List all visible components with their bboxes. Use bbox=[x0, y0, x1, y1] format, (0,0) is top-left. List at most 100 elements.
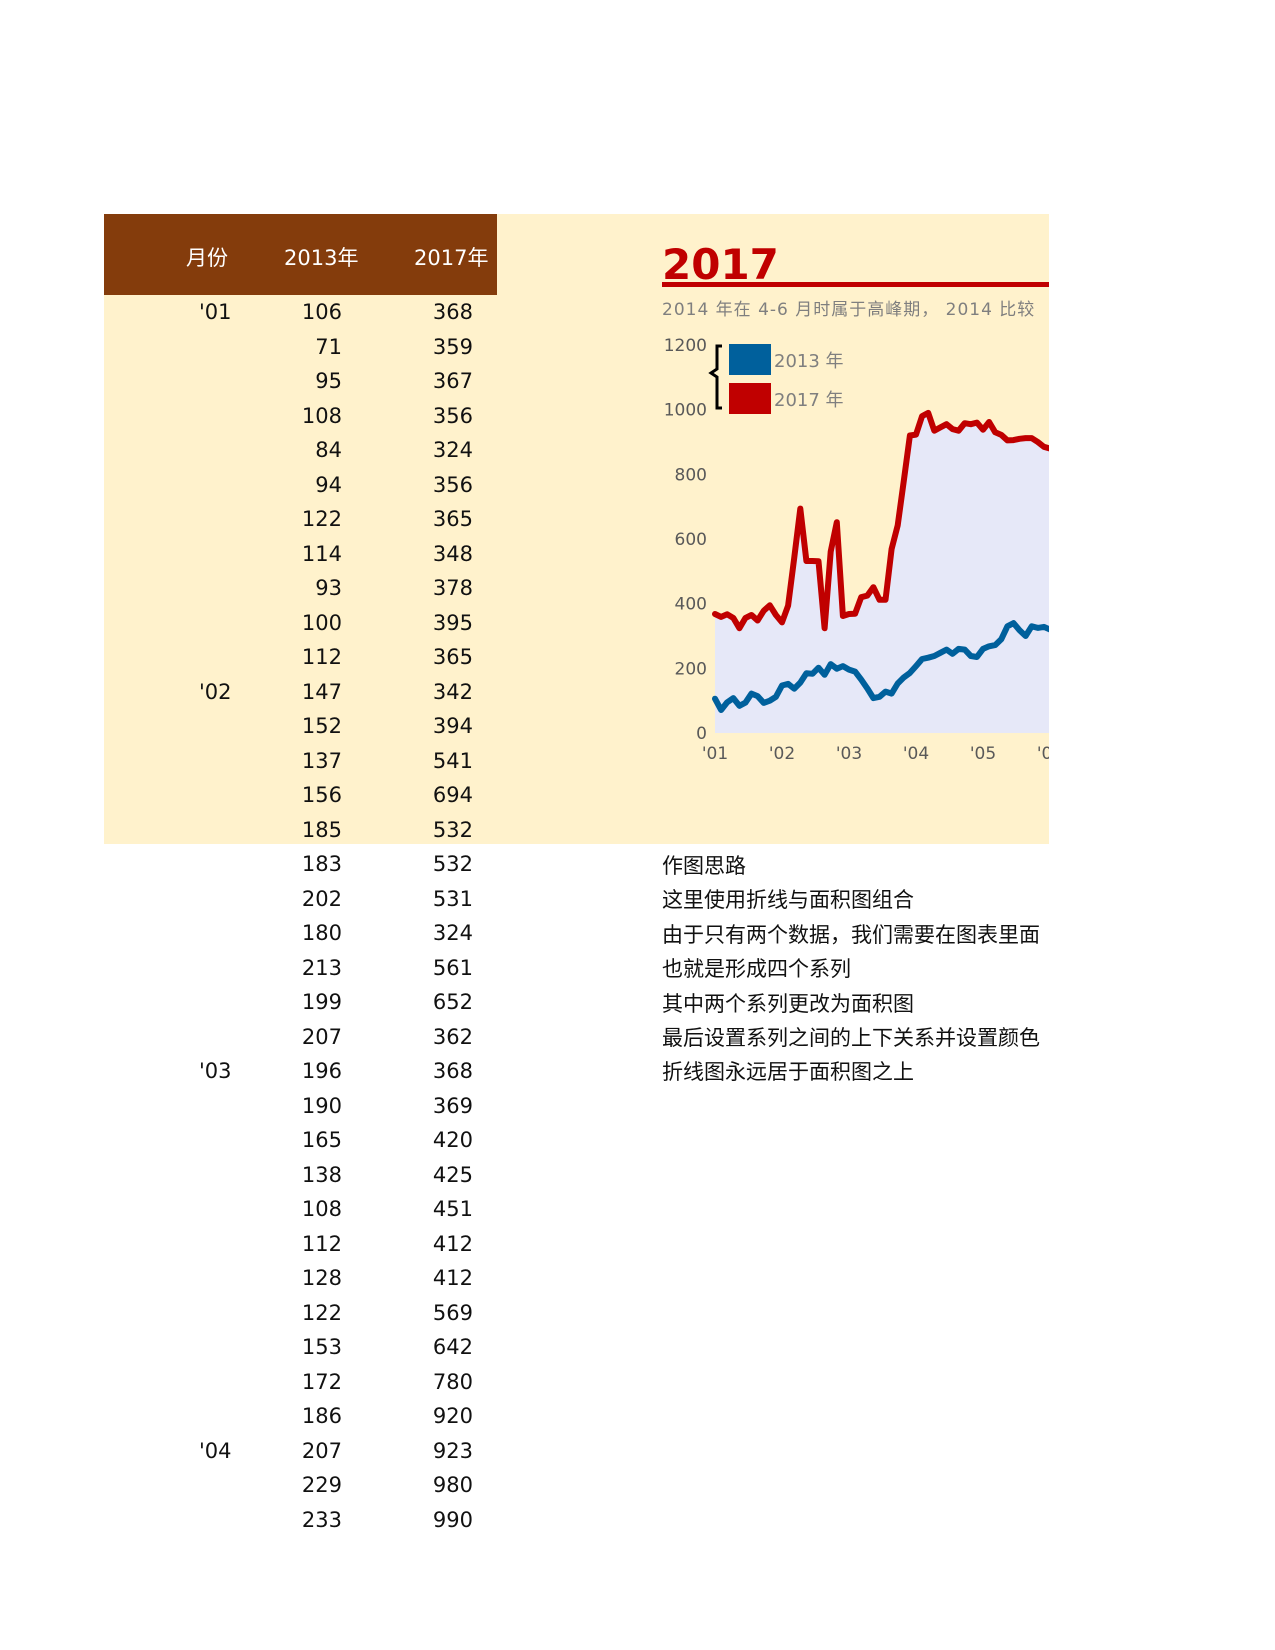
chart-region: 2017 2014 年在 4-6 月时属于高峰期， 2014 比较 0 200 40… bbox=[662, 240, 1049, 1085]
area-2017 bbox=[715, 412, 1049, 733]
cell-2013: 122 bbox=[301, 507, 342, 531]
table-row: 165 420 bbox=[104, 1124, 497, 1159]
table-row: 112 412 bbox=[104, 1228, 497, 1263]
cell-2013: 202 bbox=[301, 886, 342, 911]
table-header: 月份 2013年 2017年 bbox=[104, 214, 497, 295]
cell-2017: 780 bbox=[432, 1369, 473, 1394]
cell-2013: 165 bbox=[301, 1128, 342, 1152]
legend-label-2017: 2017 年 bbox=[774, 390, 844, 411]
x-tick-label: '01 bbox=[702, 744, 728, 764]
cell-2017: 378 bbox=[432, 576, 473, 600]
cell-2017: 365 bbox=[432, 645, 473, 669]
cell-month: '02 bbox=[199, 679, 232, 704]
cell-2017: 451 bbox=[432, 1197, 473, 1221]
table-row: 84 324 bbox=[104, 434, 497, 469]
y-tick-label: 1000 bbox=[664, 401, 707, 421]
series-line-2017 bbox=[712, 409, 1049, 632]
cell-2017: 561 bbox=[432, 955, 473, 980]
table-row: 207 362 bbox=[104, 1021, 497, 1056]
table-row: 172 780 bbox=[104, 1366, 497, 1401]
table-row: 186 920 bbox=[104, 1400, 497, 1435]
table-row: '01 106 368 bbox=[104, 296, 497, 331]
table-row: 71 359 bbox=[104, 331, 497, 366]
cell-2013: 112 bbox=[301, 1231, 342, 1256]
cell-2013: 93 bbox=[315, 576, 342, 600]
cell-2017: 359 bbox=[432, 334, 473, 359]
cell-2017: 642 bbox=[432, 1335, 473, 1359]
note-line: 折线图永远居于面积图之上 bbox=[662, 1060, 914, 1085]
cell-2013: 108 bbox=[301, 403, 342, 428]
cell-2013: 95 bbox=[315, 369, 342, 393]
table-row: 199 652 bbox=[104, 986, 497, 1021]
table-row: 112 365 bbox=[104, 641, 497, 676]
table-row: 233 990 bbox=[104, 1504, 497, 1539]
table-row: 156 694 bbox=[104, 779, 497, 814]
x-tick-label: '06 bbox=[1037, 744, 1049, 764]
cell-2017: 569 bbox=[432, 1300, 473, 1325]
cell-2013: 207 bbox=[301, 1438, 342, 1463]
cell-2017: 652 bbox=[432, 990, 473, 1014]
table-row: 122 365 bbox=[104, 503, 497, 538]
note-line: 也就是形成四个系列 bbox=[662, 957, 851, 982]
table-row: '04 207 923 bbox=[104, 1435, 497, 1470]
cell-2017: 920 bbox=[432, 1404, 473, 1428]
y-tick-label: 0 bbox=[696, 724, 707, 744]
cell-2017: 694 bbox=[432, 783, 473, 807]
cell-2013: 128 bbox=[301, 1266, 342, 1290]
cell-2013: 122 bbox=[301, 1300, 342, 1325]
table-row: '02 147 342 bbox=[104, 676, 497, 711]
note-line: 最后设置系列之间的上下关系并设置颜色 bbox=[662, 1025, 1040, 1050]
cell-2013: 71 bbox=[315, 334, 342, 359]
cell-2013: 147 bbox=[301, 679, 342, 704]
legend-label-2013: 2013 年 bbox=[774, 351, 844, 372]
x-tick-label: '03 bbox=[836, 744, 862, 764]
cell-2017: 395 bbox=[432, 610, 473, 635]
table-row: 138 425 bbox=[104, 1159, 497, 1194]
cell-month: '03 bbox=[199, 1059, 232, 1083]
cell-2013: 190 bbox=[301, 1093, 342, 1118]
table-row: 185 532 bbox=[104, 814, 497, 849]
y-tick-label: 200 bbox=[675, 659, 707, 679]
cell-2017: 368 bbox=[432, 300, 473, 324]
cell-2013: 199 bbox=[301, 990, 342, 1014]
cell-2013: 180 bbox=[301, 921, 342, 945]
cell-2013: 106 bbox=[301, 300, 342, 324]
table-row: 122 569 bbox=[104, 1297, 497, 1332]
cell-2017: 990 bbox=[432, 1507, 473, 1532]
note-line: 由于只有两个数据，我们需要在图表里面 bbox=[662, 922, 1040, 947]
cell-2017: 541 bbox=[432, 748, 473, 773]
x-tick-label: '04 bbox=[903, 744, 929, 764]
cell-2017: 980 bbox=[432, 1473, 473, 1497]
table-row: 108 451 bbox=[104, 1193, 497, 1228]
cell-2013: 185 bbox=[301, 817, 342, 842]
cell-2013: 114 bbox=[301, 541, 342, 566]
cell-2013: 138 bbox=[301, 1162, 342, 1187]
y-tick-label: 600 bbox=[675, 530, 707, 550]
chart-title: 2017 bbox=[662, 240, 779, 289]
table-row: 128 412 bbox=[104, 1262, 497, 1297]
cell-2017: 425 bbox=[432, 1162, 473, 1187]
x-tick-label: '05 bbox=[970, 744, 996, 764]
cell-2017: 368 bbox=[432, 1059, 473, 1083]
cell-2013: 100 bbox=[301, 610, 342, 635]
cell-2017: 923 bbox=[432, 1438, 473, 1463]
note-line: 这里使用折线与面积图组合 bbox=[662, 888, 914, 913]
cell-month: '01 bbox=[199, 300, 232, 324]
cell-2013: 94 bbox=[315, 472, 342, 497]
table-row: 93 378 bbox=[104, 572, 497, 607]
table-row: 94 356 bbox=[104, 469, 497, 504]
cell-2017: 324 bbox=[432, 921, 473, 945]
table-row: 202 531 bbox=[104, 883, 497, 918]
cell-2017: 369 bbox=[432, 1093, 473, 1118]
cell-2017: 532 bbox=[432, 852, 473, 876]
table-row: 114 348 bbox=[104, 538, 497, 573]
y-tick-label: 1200 bbox=[664, 336, 707, 356]
y-tick-label: 400 bbox=[675, 595, 707, 615]
table-row: 95 367 bbox=[104, 365, 497, 400]
cell-month: '04 bbox=[199, 1438, 232, 1463]
legend-bracket bbox=[708, 344, 722, 410]
cell-2013: 196 bbox=[301, 1059, 342, 1083]
data-table: '01 106 368 71 359 95 367 108 356 84 324 94 356 122 36… bbox=[104, 296, 497, 1538]
cell-2017: 532 bbox=[432, 817, 473, 842]
cell-2013: 207 bbox=[301, 1024, 342, 1049]
